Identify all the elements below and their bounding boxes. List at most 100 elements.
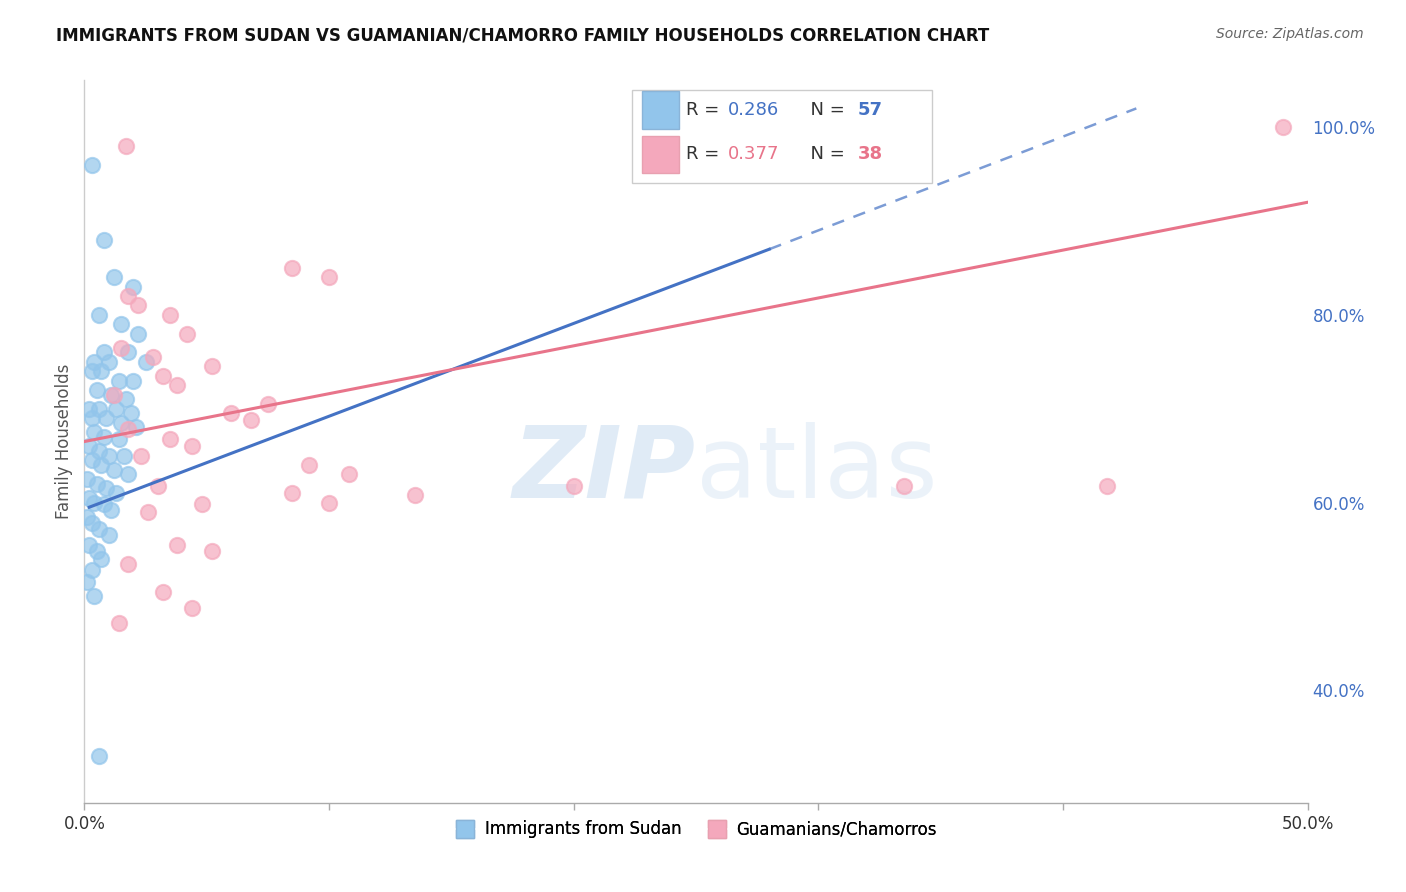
Point bbox=[117, 557, 139, 571]
Point bbox=[281, 260, 304, 275]
Point bbox=[83, 425, 105, 439]
FancyBboxPatch shape bbox=[643, 136, 679, 173]
Point bbox=[90, 551, 112, 566]
Point bbox=[200, 544, 222, 558]
Point bbox=[93, 233, 115, 247]
Point bbox=[97, 449, 120, 463]
Text: R =: R = bbox=[686, 145, 725, 163]
Point bbox=[122, 279, 145, 293]
Point bbox=[136, 505, 159, 519]
Point bbox=[80, 158, 103, 172]
Point bbox=[112, 449, 135, 463]
Y-axis label: Family Households: Family Households bbox=[55, 364, 73, 519]
Point bbox=[87, 444, 110, 458]
Point bbox=[122, 374, 145, 388]
Point bbox=[142, 350, 165, 364]
Text: Source: ZipAtlas.com: Source: ZipAtlas.com bbox=[1216, 27, 1364, 41]
Point bbox=[110, 416, 132, 430]
Point bbox=[93, 430, 115, 444]
Point bbox=[90, 364, 112, 378]
Text: R =: R = bbox=[686, 101, 725, 119]
Point bbox=[90, 458, 112, 472]
Text: 0.377: 0.377 bbox=[728, 145, 779, 163]
Point bbox=[107, 374, 129, 388]
Point bbox=[96, 482, 118, 496]
Point bbox=[127, 298, 149, 312]
Point bbox=[86, 476, 108, 491]
Point bbox=[159, 432, 181, 446]
Point bbox=[239, 413, 262, 427]
Point bbox=[127, 326, 149, 341]
Text: N =: N = bbox=[799, 145, 851, 163]
Point bbox=[77, 491, 100, 505]
Text: IMMIGRANTS FROM SUDAN VS GUAMANIAN/CHAMORRO FAMILY HOUSEHOLDS CORRELATION CHART: IMMIGRANTS FROM SUDAN VS GUAMANIAN/CHAMO… bbox=[56, 27, 990, 45]
Point bbox=[100, 387, 122, 401]
Point bbox=[76, 509, 98, 524]
Point bbox=[83, 495, 105, 509]
Point bbox=[107, 432, 129, 446]
Text: 38: 38 bbox=[858, 145, 883, 163]
Point bbox=[83, 355, 105, 369]
Point bbox=[298, 458, 321, 472]
Point bbox=[83, 590, 105, 604]
Point bbox=[115, 392, 138, 407]
Point bbox=[404, 488, 426, 502]
Point bbox=[93, 345, 115, 359]
Point bbox=[96, 411, 118, 425]
Point bbox=[87, 401, 110, 416]
Point bbox=[257, 397, 280, 411]
Text: N =: N = bbox=[799, 101, 851, 119]
Point bbox=[181, 439, 204, 453]
Point bbox=[1272, 120, 1295, 135]
Point bbox=[87, 308, 110, 322]
Point bbox=[146, 478, 169, 492]
Point bbox=[97, 355, 120, 369]
Point bbox=[135, 355, 157, 369]
Point bbox=[86, 544, 108, 558]
Point bbox=[110, 341, 132, 355]
Point bbox=[105, 401, 128, 416]
Point bbox=[77, 538, 100, 552]
Point bbox=[107, 615, 129, 630]
Point bbox=[176, 326, 198, 341]
Text: 57: 57 bbox=[858, 101, 883, 119]
Point bbox=[1095, 478, 1118, 492]
Point bbox=[181, 600, 204, 615]
Point bbox=[129, 449, 152, 463]
Point bbox=[110, 318, 132, 332]
Point bbox=[76, 472, 98, 486]
Point bbox=[117, 345, 139, 359]
Point bbox=[103, 270, 125, 285]
Point bbox=[87, 522, 110, 536]
Point bbox=[86, 383, 108, 397]
Point bbox=[93, 497, 115, 511]
Point bbox=[105, 486, 128, 500]
Point bbox=[103, 387, 125, 401]
Point bbox=[166, 538, 188, 552]
Text: ZIP: ZIP bbox=[513, 422, 696, 519]
Point bbox=[115, 139, 138, 153]
Point bbox=[117, 467, 139, 482]
Point bbox=[120, 406, 142, 420]
Text: 0.286: 0.286 bbox=[728, 101, 779, 119]
Point bbox=[337, 467, 360, 482]
Point bbox=[893, 478, 915, 492]
Point bbox=[152, 584, 174, 599]
Point bbox=[152, 368, 174, 383]
Text: atlas: atlas bbox=[696, 422, 938, 519]
Point bbox=[159, 308, 181, 322]
Point bbox=[281, 486, 304, 500]
Point bbox=[76, 575, 98, 590]
Point bbox=[191, 497, 214, 511]
FancyBboxPatch shape bbox=[643, 91, 679, 128]
Point bbox=[77, 401, 100, 416]
Point bbox=[80, 411, 103, 425]
Point bbox=[80, 364, 103, 378]
Point bbox=[318, 270, 340, 285]
Point bbox=[562, 478, 585, 492]
Point bbox=[80, 563, 103, 577]
Point bbox=[125, 420, 148, 434]
Point bbox=[87, 748, 110, 763]
Point bbox=[80, 453, 103, 467]
Point bbox=[97, 528, 120, 542]
